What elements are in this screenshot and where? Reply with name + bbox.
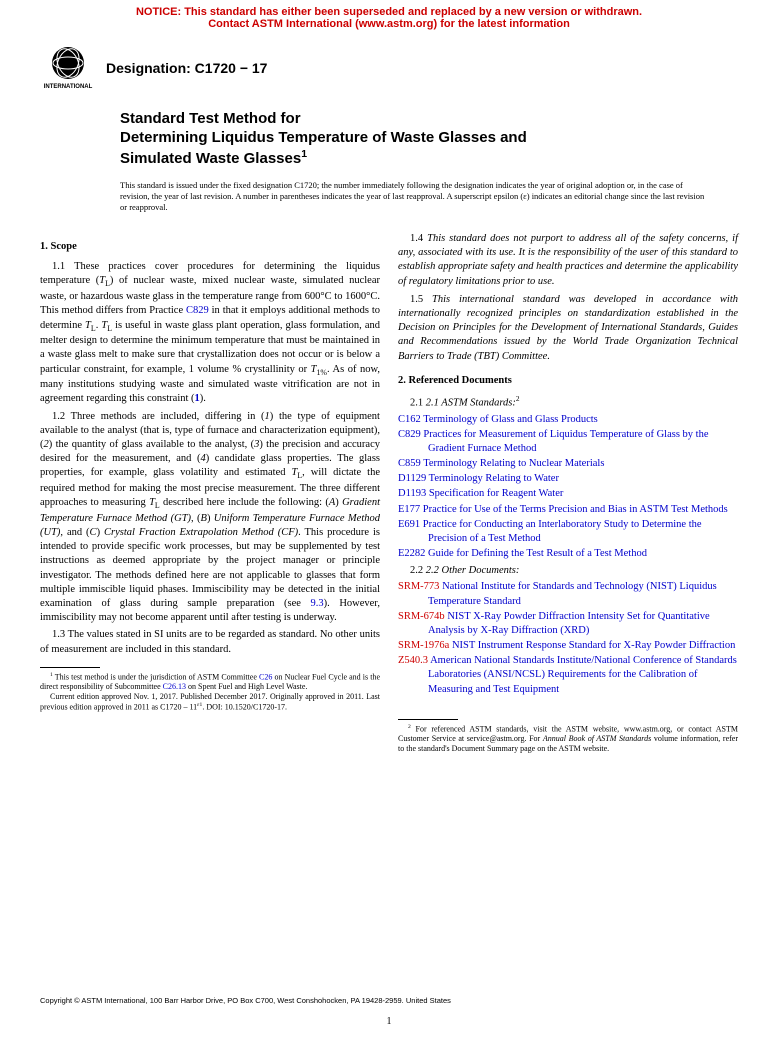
page-number: 1 bbox=[0, 1016, 778, 1027]
scope-head: 1. Scope bbox=[40, 240, 380, 254]
ref-title[interactable]: Terminology of Glass and Glass Products bbox=[423, 414, 598, 425]
refs-sub1: 2.1 2.1 ASTM Standards:2 bbox=[398, 394, 738, 411]
ref-item: SRM-1976a NIST Instrument Response Stand… bbox=[398, 639, 738, 653]
ref-code[interactable]: D1129 bbox=[398, 473, 426, 484]
ref-title[interactable]: NIST X-Ray Powder Diffraction Intensity … bbox=[428, 611, 710, 636]
ref-title[interactable]: Terminology Relating to Nuclear Material… bbox=[423, 458, 604, 469]
ref-item: SRM-674b NIST X-Ray Powder Diffraction I… bbox=[398, 610, 738, 638]
ref-code[interactable]: C162 bbox=[398, 414, 421, 425]
ref-item: E2282 Guide for Defining the Test Result… bbox=[398, 547, 738, 561]
footnote-2: 2 For referenced ASTM standards, visit t… bbox=[398, 724, 738, 755]
para-1-2: 1.2 Three methods are included, differin… bbox=[40, 410, 380, 626]
ref-item: SRM-773 National Institute for Standards… bbox=[398, 580, 738, 608]
ref-code[interactable]: Z540.3 bbox=[398, 655, 428, 666]
link-c829[interactable]: C829 bbox=[186, 305, 209, 316]
left-column: 1. Scope 1.1 These practices cover proce… bbox=[40, 232, 380, 754]
ref-title[interactable]: American National Standards Institute/Na… bbox=[428, 655, 737, 694]
ref-item: C829 Practices for Measurement of Liquid… bbox=[398, 428, 738, 456]
ref-title[interactable]: Practice for Conducting an Interlaborato… bbox=[423, 519, 702, 544]
ref-title[interactable]: National Institute for Standards and Tec… bbox=[428, 581, 717, 606]
ref-title[interactable]: Terminology Relating to Water bbox=[429, 473, 559, 484]
ref-code[interactable]: E691 bbox=[398, 519, 420, 530]
issue-note: This standard is issued under the fixed … bbox=[0, 174, 778, 222]
link-c26[interactable]: C26 bbox=[259, 672, 272, 681]
body-columns: 1. Scope 1.1 These practices cover proce… bbox=[0, 222, 778, 754]
copyright: Copyright © ASTM International, 100 Barr… bbox=[40, 996, 451, 1005]
notice-banner: NOTICE: This standard has either been su… bbox=[0, 0, 778, 32]
ref-item: Z540.3 American National Standards Insti… bbox=[398, 654, 738, 697]
footnote-1: 1 This test method is under the jurisdic… bbox=[40, 672, 380, 693]
ref-title[interactable]: Practice for Use of the Terms Precision … bbox=[423, 504, 728, 515]
para-1-5: 1.5 This international standard was deve… bbox=[398, 293, 738, 364]
astm-refs-list: C162 Terminology of Glass and Glass Prod… bbox=[398, 413, 738, 562]
ref-title[interactable]: Specification for Reagent Water bbox=[429, 488, 564, 499]
title-line3: Simulated Waste Glasses1 bbox=[120, 148, 738, 169]
para-1-4: 1.4 This standard does not purport to ad… bbox=[398, 232, 738, 289]
ref-code[interactable]: E177 bbox=[398, 504, 420, 515]
ref-title[interactable]: Guide for Defining the Test Result of a … bbox=[428, 548, 647, 559]
ref-item: C859 Terminology Relating to Nuclear Mat… bbox=[398, 457, 738, 471]
refs-sub2: 2.2 2.2 Other Documents: bbox=[398, 564, 738, 578]
ref-code[interactable]: D1193 bbox=[398, 488, 426, 499]
refs-head: 2. Referenced Documents bbox=[398, 374, 738, 388]
link-9-3[interactable]: 9.3 bbox=[311, 598, 324, 609]
ref-item: D1129 Terminology Relating to Water bbox=[398, 472, 738, 486]
title-line2: Determining Liquidus Temperature of Wast… bbox=[120, 129, 738, 148]
ref-item: D1193 Specification for Reagent Water bbox=[398, 487, 738, 501]
title-line1: Standard Test Method for bbox=[120, 110, 738, 129]
ref-item: E691 Practice for Conducting an Interlab… bbox=[398, 518, 738, 546]
footnote-separator-right bbox=[398, 719, 458, 720]
svg-text:INTERNATIONAL: INTERNATIONAL bbox=[44, 84, 93, 90]
notice-line1: NOTICE: This standard has either been su… bbox=[40, 6, 738, 18]
ref-item: E177 Practice for Use of the Terms Preci… bbox=[398, 503, 738, 517]
ref-code[interactable]: C829 bbox=[398, 429, 421, 440]
ref-code[interactable]: SRM-1976a bbox=[398, 640, 449, 651]
designation: Designation: C1720 − 17 bbox=[106, 60, 267, 76]
astm-logo: INTERNATIONAL bbox=[40, 40, 96, 96]
header-row: INTERNATIONAL Designation: C1720 − 17 bbox=[0, 32, 778, 96]
title-block: Standard Test Method for Determining Liq… bbox=[0, 96, 778, 174]
footnote-separator-left bbox=[40, 667, 100, 668]
ref-code[interactable]: SRM-773 bbox=[398, 581, 439, 592]
ref-title[interactable]: NIST Instrument Response Standard for X-… bbox=[452, 640, 735, 651]
other-refs-list: SRM-773 National Institute for Standards… bbox=[398, 580, 738, 696]
ref-item: C162 Terminology of Glass and Glass Prod… bbox=[398, 413, 738, 427]
ref-title[interactable]: Practices for Measurement of Liquidus Te… bbox=[423, 429, 708, 454]
ref-code[interactable]: SRM-674b bbox=[398, 611, 445, 622]
link-c26-13[interactable]: C26.13 bbox=[163, 682, 186, 691]
footnote-1b: Current edition approved Nov. 1, 2017. P… bbox=[40, 692, 380, 713]
ref-code[interactable]: E2282 bbox=[398, 548, 425, 559]
ref-code[interactable]: C859 bbox=[398, 458, 421, 469]
para-1-3: 1.3 The values stated in SI units are to… bbox=[40, 628, 380, 656]
para-1-1: 1.1 These practices cover procedures for… bbox=[40, 260, 380, 406]
right-column: 1.4 This standard does not purport to ad… bbox=[398, 232, 738, 754]
notice-line2: Contact ASTM International (www.astm.org… bbox=[40, 18, 738, 30]
